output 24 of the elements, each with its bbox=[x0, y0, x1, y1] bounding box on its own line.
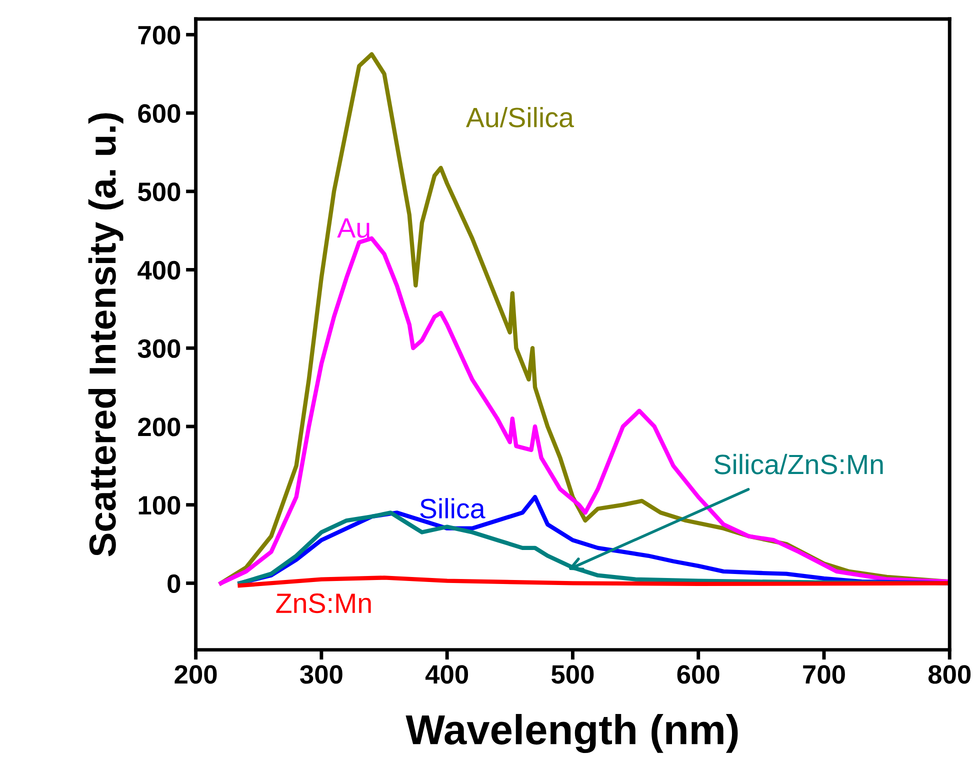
y-tick-label: 500 bbox=[138, 182, 180, 202]
text: Silica/ZnS:Mn bbox=[714, 454, 883, 474]
y-tick-label: 300 bbox=[138, 339, 180, 358]
y-tick-label: 100 bbox=[138, 496, 180, 515]
line-series bbox=[238, 576, 950, 588]
x-tick-label: 400 bbox=[425, 665, 468, 684]
x-axis-title: Wavelength (nm) bbox=[406, 714, 738, 754]
y-tick-label: 700 bbox=[138, 26, 180, 44]
y-tick-label: 400 bbox=[138, 260, 180, 280]
series-label: Silica bbox=[420, 498, 486, 518]
line-series bbox=[218, 236, 950, 586]
x-tick-label: 700 bbox=[803, 665, 845, 684]
series-label: Au/Silica bbox=[466, 106, 574, 128]
x-tick-label: 600 bbox=[677, 665, 720, 684]
x-tick-label: 200 bbox=[174, 665, 217, 684]
series-label: ZnS:Mn bbox=[276, 593, 371, 614]
y-tick-label: 0 bbox=[168, 574, 180, 594]
y-axis-title: Scattered Intensity (a. u.) bbox=[88, 113, 124, 556]
x-tick-label: 500 bbox=[552, 665, 594, 684]
x-tick-label: 300 bbox=[300, 665, 342, 684]
series-label: Au bbox=[337, 218, 370, 238]
x-tick-label: 800 bbox=[928, 665, 971, 684]
y-tick-label: 200 bbox=[138, 418, 180, 436]
y-tick-label: 600 bbox=[138, 104, 180, 123]
